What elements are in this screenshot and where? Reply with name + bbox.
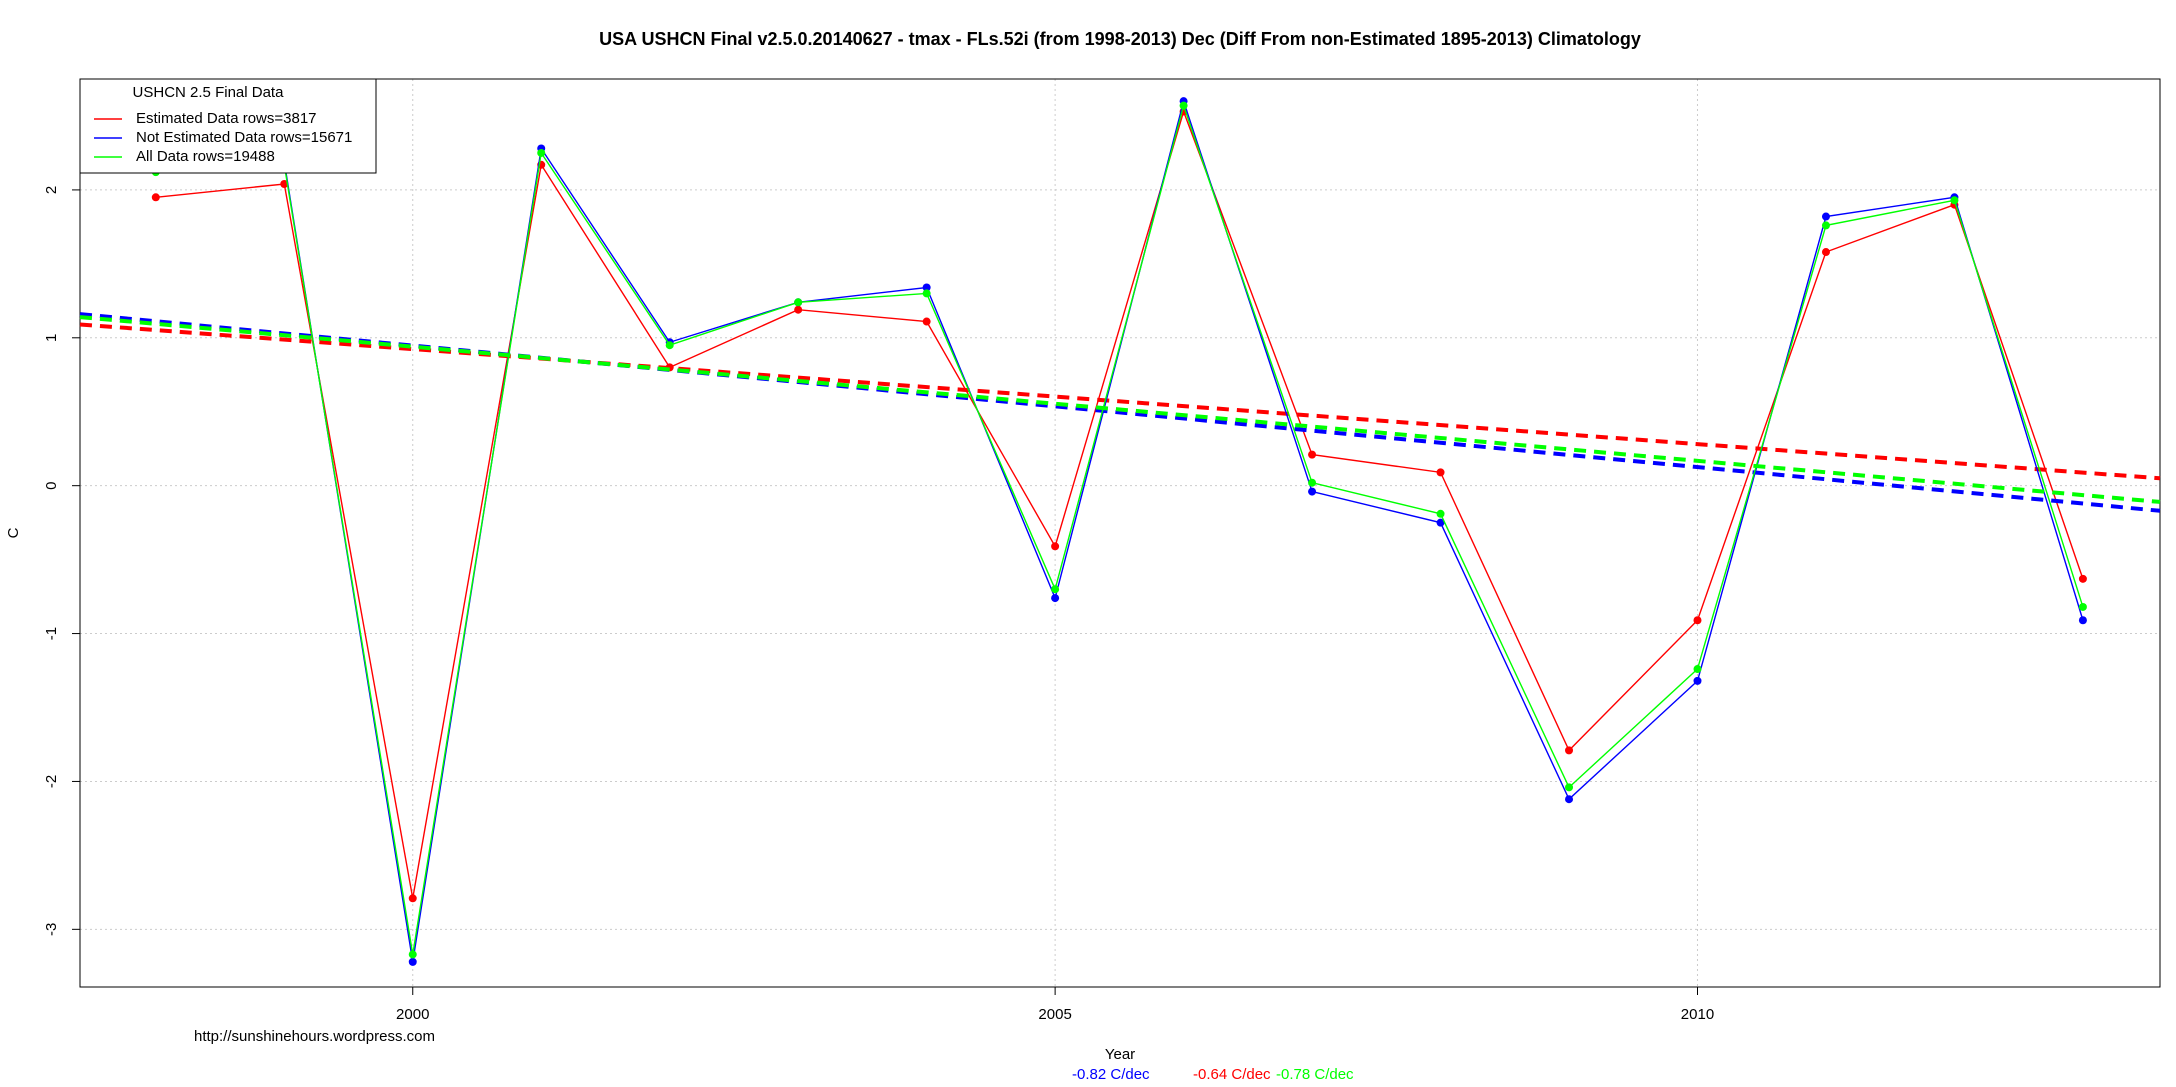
y-axis-label: C: [5, 527, 22, 538]
point: [1308, 478, 1317, 487]
trend-line: [79, 322, 2161, 481]
legend-title: USHCN 2.5 Final Data: [133, 84, 285, 101]
y-tick-label: 1: [43, 334, 60, 342]
legend-label: Estimated Data rows=3817: [136, 110, 317, 127]
point: [1565, 795, 1574, 804]
y-tick-label: -3: [43, 923, 60, 936]
point: [280, 179, 289, 188]
y-tick-label: -2: [43, 775, 60, 788]
x-tick-label: 2000: [396, 1006, 429, 1023]
point: [1308, 450, 1317, 459]
point: [1565, 746, 1574, 755]
point: [922, 317, 931, 326]
point: [1821, 212, 1830, 221]
point: [922, 289, 931, 298]
trend-line: [79, 315, 2161, 504]
plot-frame: [79, 78, 2161, 988]
point: [1436, 509, 1445, 518]
point: [794, 298, 803, 307]
point: [1693, 676, 1702, 685]
slope-annotation: -0.82 C/dec: [1072, 1066, 1150, 1083]
point: [1821, 221, 1830, 230]
series-line: [155, 98, 2084, 962]
slope-annotation: -0.78 C/dec: [1276, 1066, 1354, 1083]
point: [1693, 665, 1702, 674]
point: [537, 148, 546, 157]
x-tick-label: 2005: [1038, 1006, 1071, 1023]
point: [1179, 101, 1188, 110]
point: [1693, 616, 1702, 625]
x-axis-label: Year: [1105, 1046, 1135, 1063]
point: [1821, 248, 1830, 257]
point: [2078, 602, 2087, 611]
y-tick-label: 2: [43, 186, 60, 194]
point: [922, 283, 931, 292]
point: [1308, 487, 1317, 496]
point: [2078, 616, 2087, 625]
point: [1051, 542, 1060, 551]
point: [1051, 585, 1060, 594]
legend-label: Not Estimated Data rows=15671: [136, 129, 352, 146]
point: [408, 950, 417, 959]
point: [1436, 518, 1445, 527]
x-tick-label: 2010: [1681, 1006, 1714, 1023]
point: [794, 305, 803, 314]
point: [1950, 196, 1959, 205]
point: [1565, 783, 1574, 792]
point: [151, 193, 160, 202]
y-tick-label: 0: [43, 482, 60, 490]
slope-annotation: -0.64 C/dec: [1193, 1066, 1271, 1083]
point: [665, 341, 674, 350]
point: [408, 957, 417, 966]
point: [408, 894, 417, 903]
point: [1436, 468, 1445, 477]
legend-label: All Data rows=19488: [136, 148, 275, 165]
point: [1051, 594, 1060, 603]
series-line: [155, 103, 2084, 955]
series-line: [155, 109, 2084, 899]
legend-box: [79, 78, 377, 174]
y-tick-label: -1: [43, 627, 60, 640]
chart-title: USA USHCN Final v2.5.0.20140627 - tmax -…: [599, 29, 1641, 49]
point: [2078, 574, 2087, 583]
source: http://sunshinehours.wordpress.com: [194, 1028, 435, 1045]
